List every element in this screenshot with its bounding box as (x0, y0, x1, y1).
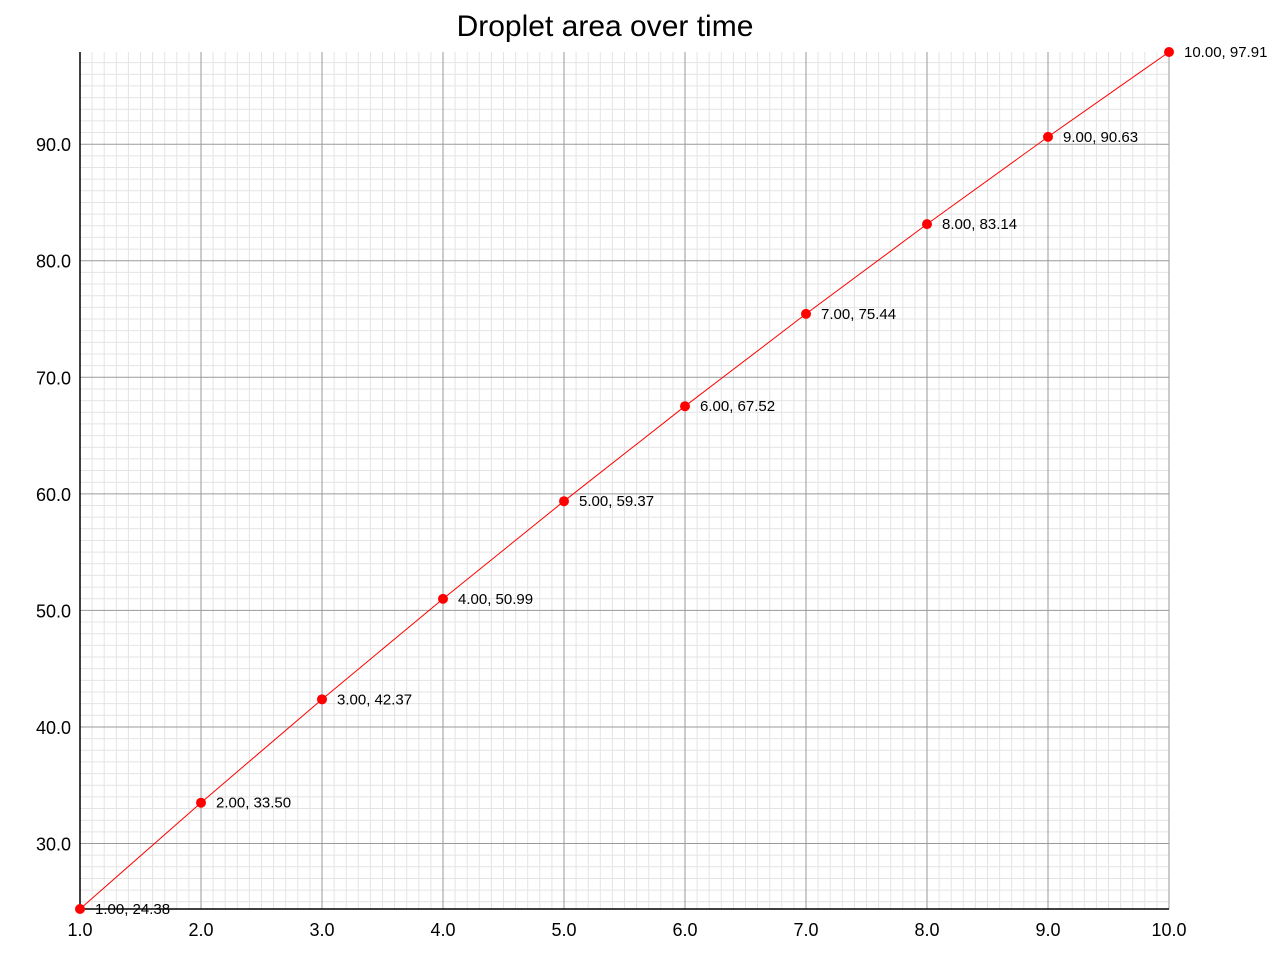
y-tick-label: 80.0 (36, 252, 71, 272)
y-tick-label: 50.0 (36, 601, 71, 621)
x-tick-label: 9.0 (1035, 920, 1060, 940)
x-tick-labels: 1.0 2.0 3.0 4.0 5.0 6.0 7.0 8.0 9.0 10.0 (67, 920, 1186, 940)
x-tick-label: 3.0 (309, 920, 334, 940)
data-label: 7.00, 75.44 (821, 306, 896, 323)
minor-grid (80, 52, 1169, 909)
y-tick-label: 40.0 (36, 718, 71, 738)
x-tick-label: 10.0 (1151, 920, 1186, 940)
chart-title: Droplet area over time (456, 10, 754, 43)
data-label: 9.00, 90.63 (1063, 129, 1138, 146)
data-label: 1.00, 24.38 (95, 901, 170, 918)
x-tick-label: 7.0 (793, 920, 818, 940)
data-point (680, 401, 690, 412)
axes (79, 52, 1169, 910)
x-tick-label: 6.0 (672, 920, 697, 940)
data-label: 10.00, 97.91 (1184, 44, 1267, 61)
data-label: 3.00, 42.37 (337, 691, 412, 708)
data-point (922, 219, 932, 230)
series-line (79, 51, 1170, 910)
data-point (559, 496, 569, 507)
x-tick-label: 4.0 (430, 920, 455, 940)
data-label: 2.00, 33.50 (216, 795, 291, 812)
data-labels: 1.00, 24.38 2.00, 33.50 3.00, 42.37 4.00, 5… (95, 44, 1267, 918)
major-grid (79, 52, 1170, 909)
y-tick-label: 90.0 (36, 135, 71, 155)
series-lines (79, 51, 1170, 910)
data-point (438, 593, 448, 604)
x-tick-label: 2.0 (188, 920, 213, 940)
data-points (75, 47, 1174, 914)
data-label: 6.00, 67.52 (700, 398, 775, 415)
x-tick-label: 8.0 (914, 920, 939, 940)
y-tick-label: 70.0 (36, 368, 71, 388)
y-tick-label: 60.0 (36, 485, 71, 505)
data-label: 5.00, 59.37 (579, 493, 654, 510)
data-point (317, 694, 327, 705)
y-tick-label: 30.0 (36, 834, 71, 854)
data-point (801, 308, 811, 319)
data-label: 4.00, 50.99 (458, 591, 533, 608)
data-point (1164, 47, 1174, 57)
data-label: 8.00, 83.14 (942, 216, 1017, 233)
data-point (1043, 131, 1053, 142)
data-point (75, 904, 85, 914)
y-tick-labels: 30.0 40.0 50.0 60.0 70.0 80.0 90.0 (36, 135, 71, 854)
x-tick-label: 1.0 (67, 920, 92, 940)
x-tick-label: 5.0 (551, 920, 576, 940)
data-point (196, 797, 206, 808)
